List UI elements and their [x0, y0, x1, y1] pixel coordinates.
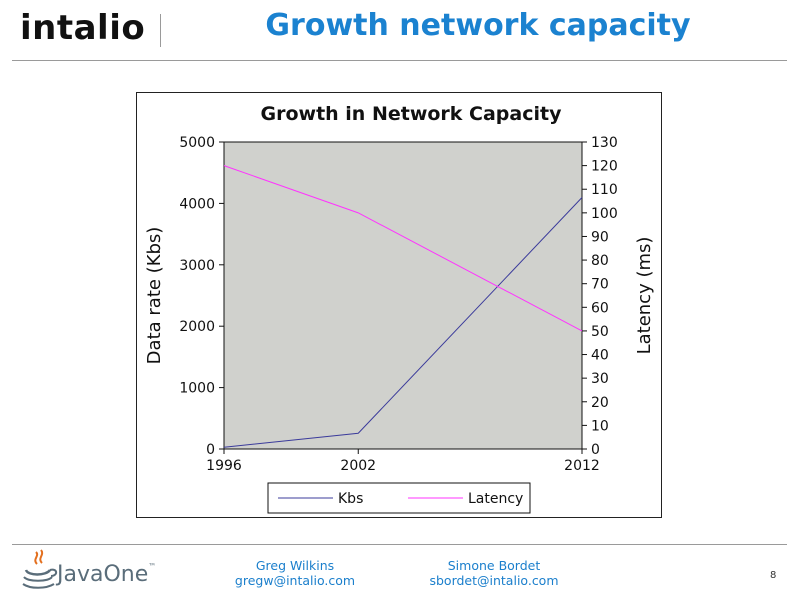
y2-tick-label: 90: [591, 229, 609, 245]
footer-divider: [12, 544, 787, 545]
author-2: Simone Bordet sbordet@intalio.com: [394, 558, 594, 588]
y-tick-label: 2000: [179, 319, 215, 335]
chart-frame: Growth in Network Capacity 0 1000 2000 3000 4…: [136, 92, 662, 518]
author-2-name: Simone Bordet: [447, 558, 541, 573]
y2-axis-label: Latency (ms): [634, 237, 655, 355]
series-line-latency: [223, 165, 583, 332]
logo-divider: [160, 14, 161, 47]
y-tick-label: 4000: [179, 196, 215, 212]
x-tick-label: 2012: [564, 458, 600, 474]
author-2-email: sbordet@intalio.com: [429, 573, 559, 588]
legend-label: Latency: [468, 491, 523, 507]
y2-tick-label: 10: [591, 418, 609, 434]
page-number: 8: [770, 570, 777, 581]
plot-area: [223, 141, 583, 450]
intalio-logo: intalio: [20, 8, 146, 48]
x-tick-label: 2002: [340, 458, 376, 474]
y2-tick-label: 80: [591, 253, 609, 269]
y-axis-label: Data rate (Kbs): [144, 227, 165, 365]
y2-tick-label: 30: [591, 371, 609, 387]
slide-title: Growth network capacity: [265, 8, 691, 43]
author-1-email: gregw@intalio.com: [234, 573, 356, 588]
y2-tick-label: 60: [591, 300, 609, 316]
header-divider: [12, 60, 787, 61]
y2-tick-label: 40: [591, 348, 609, 364]
javaone-logo: JavaOne™: [57, 562, 157, 587]
author-1-name: Greg Wilkins: [255, 558, 335, 573]
y-tick-label: 0: [206, 442, 215, 458]
author-1: Greg Wilkins gregw@intalio.com: [195, 558, 395, 588]
java-cup-icon: [22, 549, 58, 589]
series-line-kbs: [223, 197, 583, 448]
chart-title: Growth in Network Capacity: [261, 103, 563, 125]
y2-tick-label: 110: [591, 182, 618, 198]
y-tick-label: 3000: [179, 258, 215, 274]
x-tick-label: 1996: [206, 458, 242, 474]
y2-tick-label: 130: [591, 135, 618, 151]
y2-tick-label: 120: [591, 159, 618, 175]
y-tick-label: 1000: [179, 381, 215, 397]
y2-tick-label: 50: [591, 324, 609, 340]
network-capacity-chart: Growth in Network Capacity01000200030004…: [144, 103, 655, 514]
y2-tick-label: 70: [591, 277, 609, 293]
y2-tick-label: 0: [591, 442, 600, 458]
y2-tick-label: 100: [591, 206, 618, 222]
y2-tick-label: 20: [591, 395, 609, 411]
y-tick-label: 5000: [179, 135, 215, 151]
legend-label: Kbs: [338, 491, 363, 507]
